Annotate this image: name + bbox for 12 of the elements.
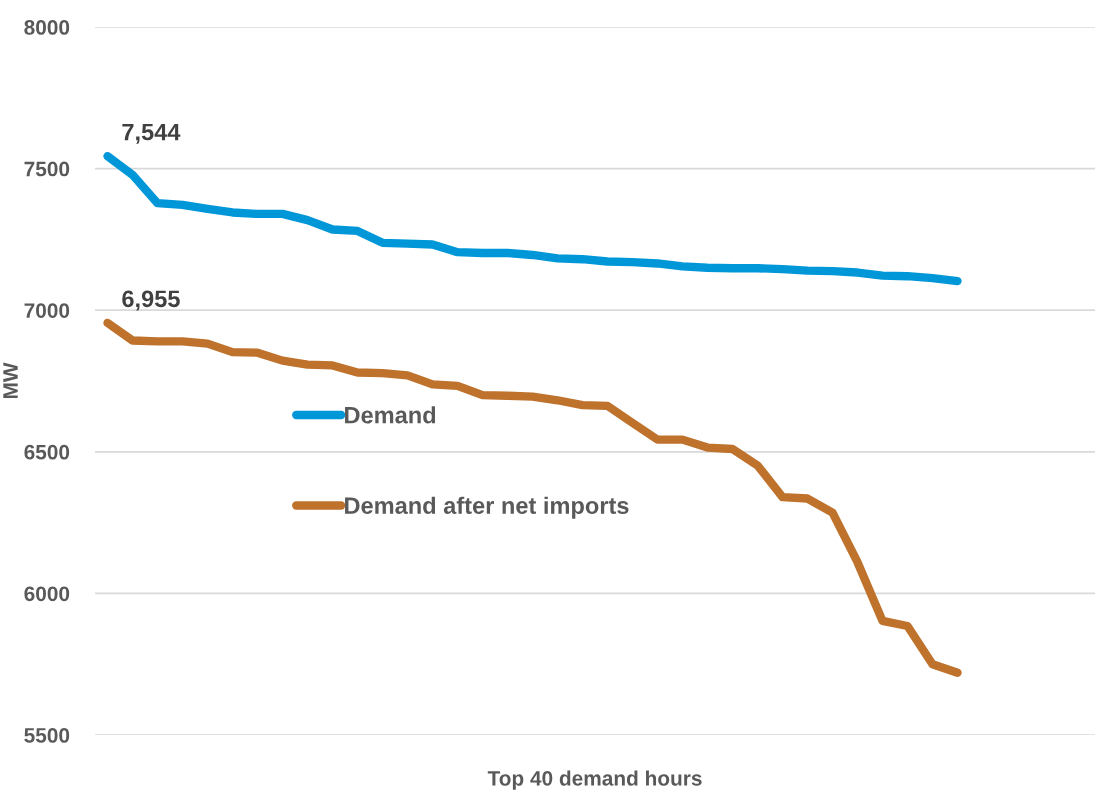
data-label: 6,955 [122, 290, 180, 311]
y-tick-label: 6000 [24, 586, 70, 602]
y-tick-label: 7000 [24, 303, 70, 318]
legend-label: Demand after net imports [345, 496, 629, 519]
y-tick-label: 6500 [24, 444, 70, 460]
y-tick-label: 5500 [24, 728, 70, 743]
x-axis-title: Top 40 demand hours [487, 770, 702, 790]
y-tick-label: 7500 [24, 161, 70, 177]
y-axis-title: MW [3, 362, 18, 399]
data-label: 7,544 [122, 123, 181, 144]
legend-label: Demand [345, 406, 436, 424]
y-tick-label: 8000 [24, 20, 70, 35]
